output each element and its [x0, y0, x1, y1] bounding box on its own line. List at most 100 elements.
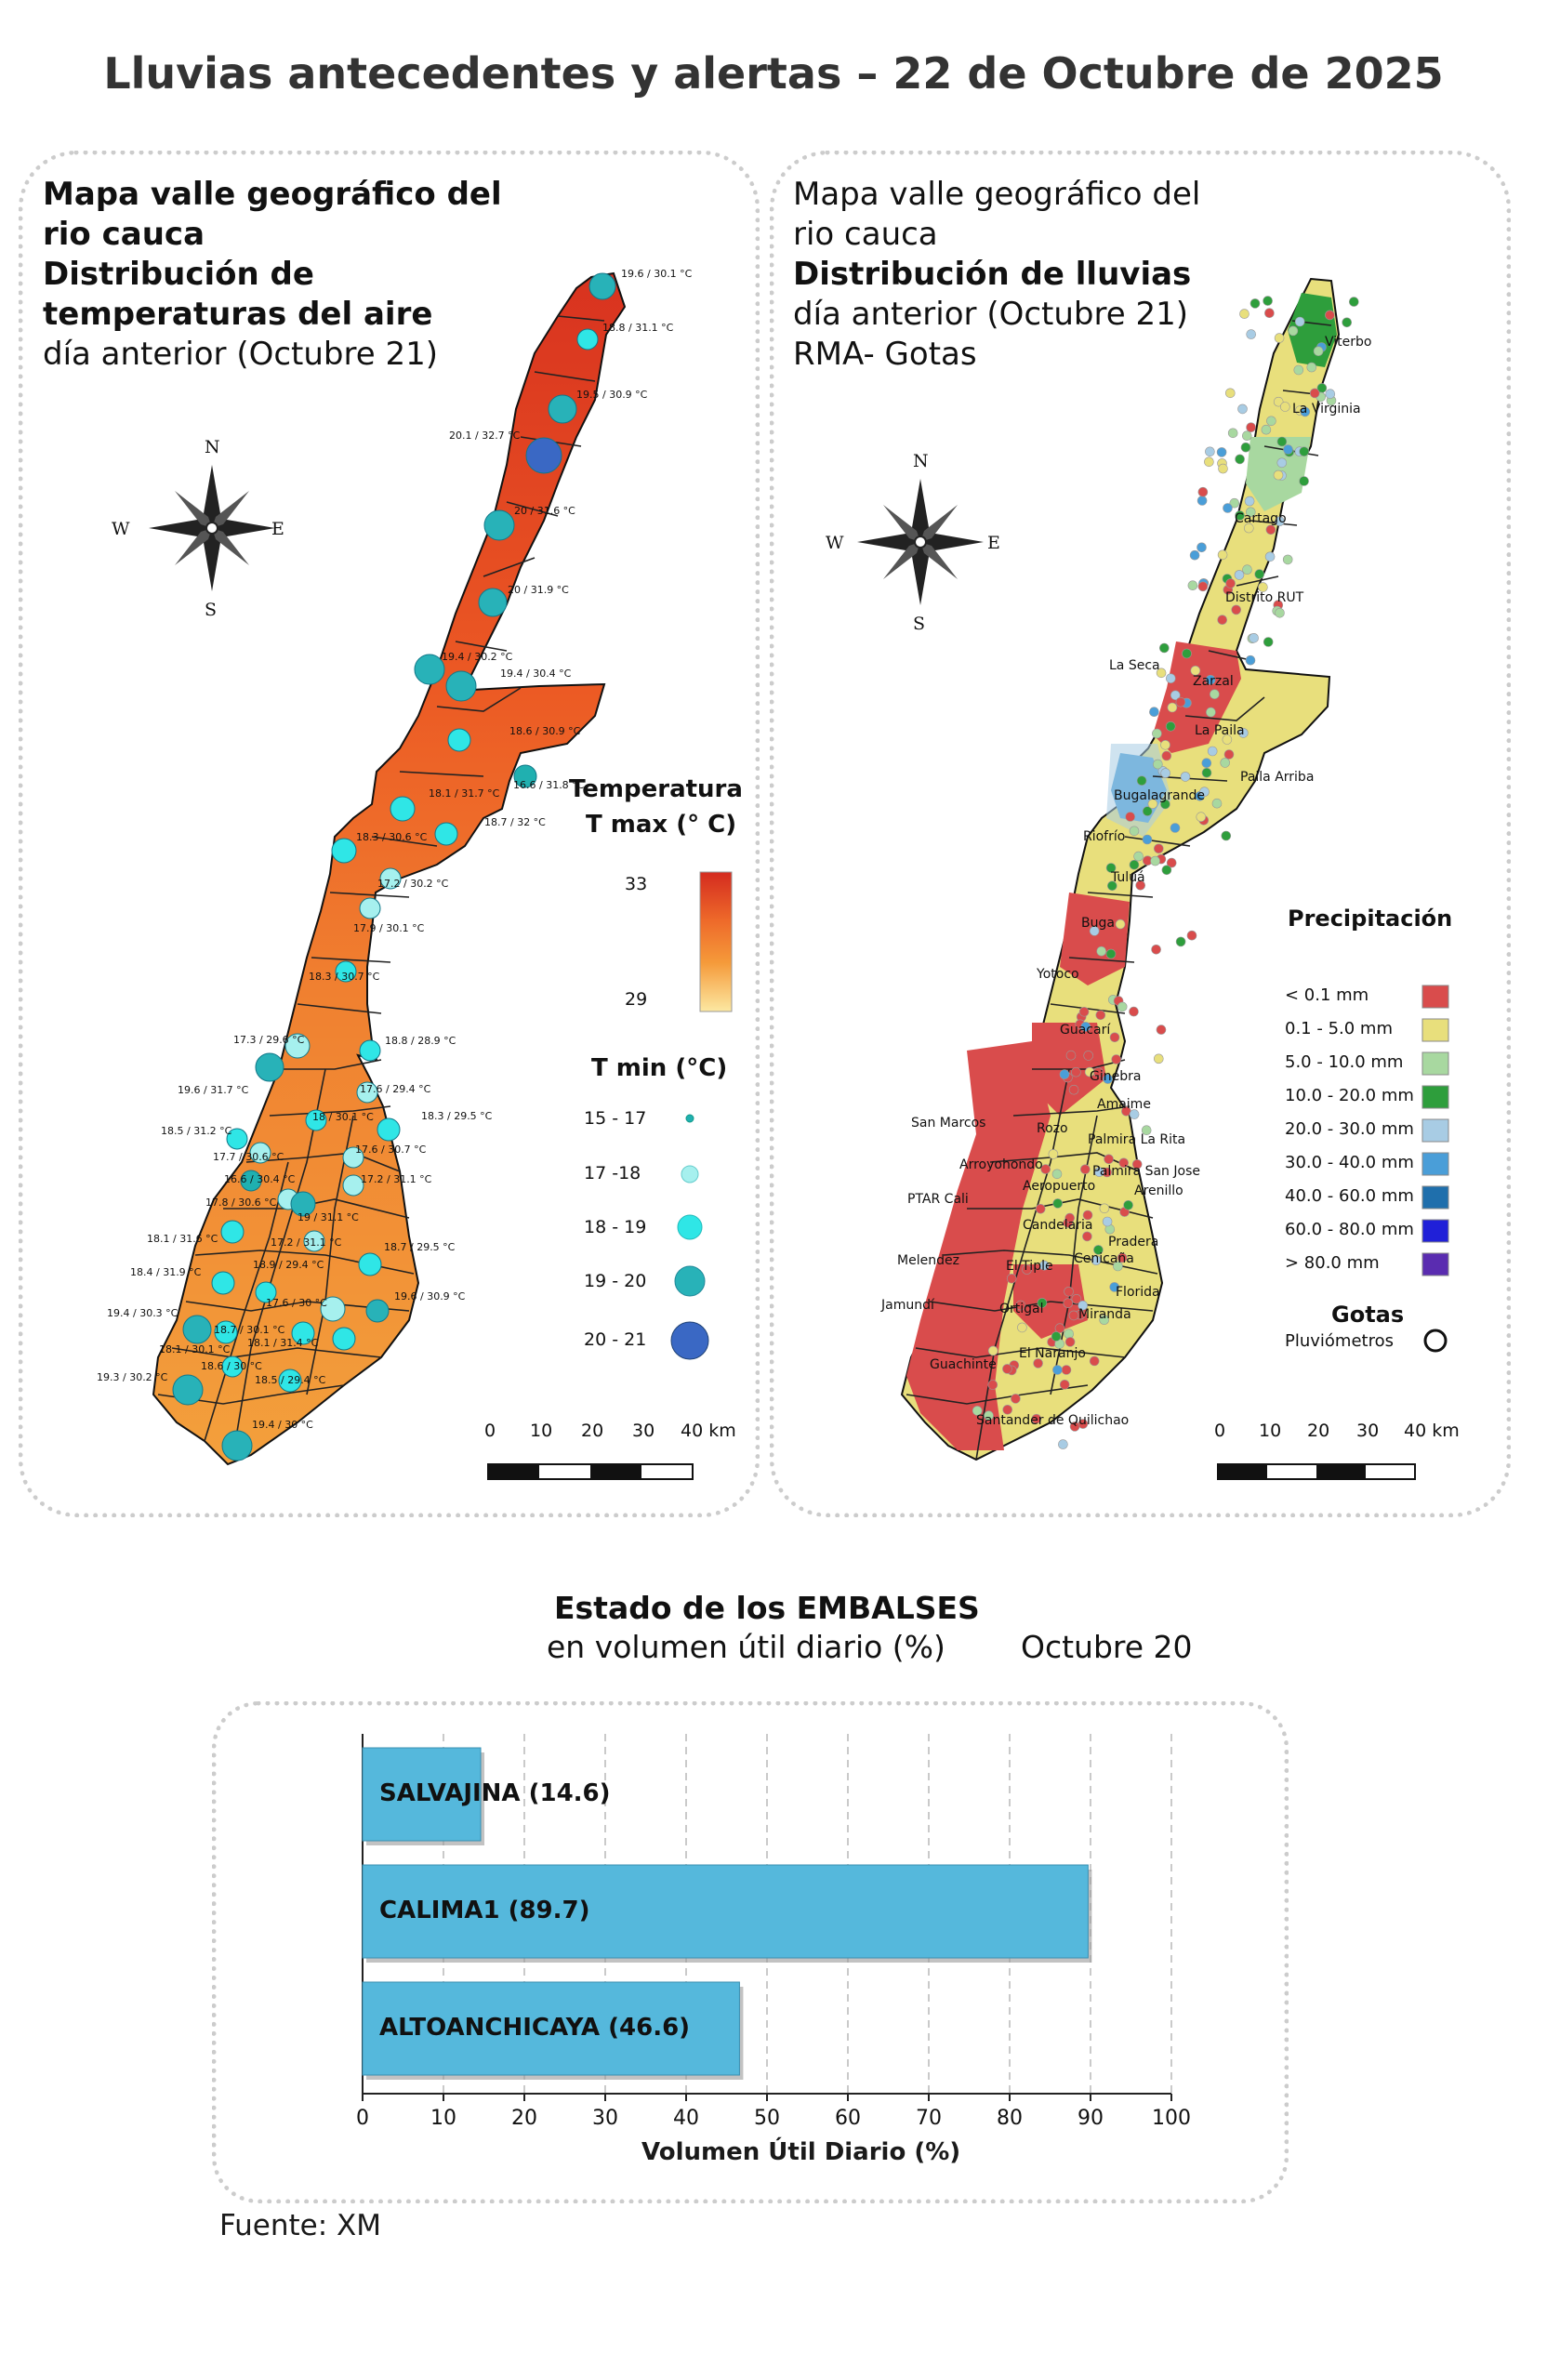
- rain-class-label: 5.0 - 10.0 mm: [1285, 1052, 1404, 1072]
- rain-class-label: 10.0 - 20.0 mm: [1285, 1086, 1414, 1105]
- temp-station-label: 19.3 / 30.2 °C: [97, 1371, 168, 1383]
- temp-station-label: 18.4 / 31.9 °C: [130, 1266, 202, 1278]
- rain-class-label: 30.0 - 40.0 mm: [1285, 1153, 1414, 1172]
- rain-town-label: Yotoco: [1037, 967, 1079, 982]
- x-tick-label: 20: [511, 2107, 537, 2130]
- temp-scale-tick-30: 30: [632, 1421, 655, 1441]
- rain-compass-s: S: [913, 614, 926, 634]
- temp-compass-n: N: [205, 437, 220, 457]
- temp-station-label: 17.6 / 29.4 °C: [360, 1083, 431, 1095]
- temp-station-label: 18.5 / 31.2 °C: [161, 1125, 232, 1137]
- rain-town-label: Aeropuerto: [1023, 1179, 1096, 1194]
- source-note: Fuente: XM: [219, 2209, 382, 2242]
- temp-compass-s: S: [205, 600, 218, 620]
- temp-station-label: 18.3 / 30.7 °C: [309, 971, 380, 983]
- rain-compass-n: N: [913, 451, 929, 471]
- rain-town-label: El Naranjo: [1019, 1346, 1086, 1361]
- temp-compass-w: W: [112, 519, 130, 539]
- temp-station-label: 19 / 31.1 °C: [298, 1211, 359, 1223]
- temp-station-label: 20 / 31.6 °C: [514, 505, 575, 517]
- rain-town-label: Ortigal: [999, 1302, 1044, 1316]
- rain-title-line-4: día anterior (Octubre 21): [793, 296, 1188, 333]
- rain-town-label: Arenillo: [1134, 1183, 1183, 1198]
- temp-station-label: 19.4 / 30 °C: [252, 1419, 313, 1431]
- x-tick-label: 0: [356, 2107, 369, 2130]
- temp-station-label: 18.1 / 31.4 °C: [247, 1337, 319, 1349]
- rain-town-label: Pradera: [1108, 1235, 1159, 1250]
- rain-legend-title: Precipitación: [1288, 906, 1453, 932]
- temp-title-line-2: rio cauca: [43, 216, 205, 253]
- temp-station-label: 19.4 / 30.4 °C: [500, 668, 572, 680]
- temp-station-label: 18.6 / 30 °C: [201, 1360, 262, 1372]
- temp-station-label: 19.6 / 31.7 °C: [178, 1084, 249, 1096]
- rain-town-label: Amaime: [1097, 1097, 1151, 1112]
- rain-map-title: Mapa valle geográfico del rio cauca Dist…: [793, 175, 1200, 375]
- rain-town-label: Florida: [1116, 1285, 1160, 1300]
- temp-station-label: 18.1 / 31.7 °C: [429, 787, 500, 800]
- rain-town-label: Zarzal: [1193, 674, 1234, 689]
- x-tick-label: 80: [997, 2107, 1023, 2130]
- temp-scale-tick-20: 20: [581, 1421, 604, 1441]
- reservoir-title: Estado de los EMBALSES: [554, 1590, 980, 1626]
- rain-scale-tick-10: 10: [1259, 1421, 1282, 1441]
- reservoir-bar-label: SALVAJINA (14.6): [379, 1779, 611, 1807]
- temp-station-label: 17.6 / 30 °C: [266, 1297, 327, 1309]
- reservoir-subtitle: en volumen útil diario (%): [547, 1629, 945, 1665]
- temp-station-label: 17.2 / 31.1 °C: [361, 1173, 432, 1185]
- rain-town-label: Distrito RUT: [1225, 590, 1304, 605]
- rain-town-label: El Tiple: [1006, 1259, 1053, 1274]
- temp-station-label: 18.7 / 32 °C: [484, 816, 546, 828]
- temp-legend-subtitle: T max (° C): [586, 811, 737, 839]
- tmin-legend-title: T min (°C): [591, 1054, 728, 1082]
- rain-town-label: Guachinte: [930, 1357, 997, 1372]
- rain-town-label: Tuluá: [1111, 870, 1145, 885]
- reservoir-chart-panel: [212, 1701, 1289, 2203]
- rain-class-label: < 0.1 mm: [1285, 985, 1369, 1005]
- gotas-legend-item: Pluviómetros: [1285, 1331, 1394, 1351]
- temp-station-label: 19.6 / 30.1 °C: [621, 268, 693, 280]
- rain-scale-tick-0: 0: [1214, 1421, 1226, 1441]
- temp-station-label: 18.9 / 29.4 °C: [253, 1259, 324, 1271]
- temp-station-label: 18.8 / 28.9 °C: [385, 1035, 456, 1047]
- rain-class-label: 60.0 - 80.0 mm: [1285, 1220, 1414, 1239]
- rain-class-label: 40.0 - 60.0 mm: [1285, 1186, 1414, 1206]
- temp-station-label: 18.3 / 29.5 °C: [421, 1110, 493, 1122]
- temp-legend-title: Temperatura: [569, 775, 743, 803]
- rain-town-label: Cenicaña: [1074, 1251, 1134, 1266]
- page-title: Lluvias antecedentes y alertas – 22 de O…: [103, 48, 1444, 99]
- rain-town-label: Riofrío: [1083, 829, 1126, 844]
- rain-town-label: PTAR Cali: [907, 1192, 969, 1207]
- temp-station-label: 16.6 / 30.4 °C: [224, 1173, 296, 1185]
- temp-scale-tick-10: 10: [530, 1421, 553, 1441]
- rain-town-label: Buga: [1081, 916, 1115, 931]
- temperature-map-title: Mapa valle geográfico del rio cauca Dist…: [43, 175, 502, 375]
- temp-station-label: 17.2 / 31.1 °C: [271, 1236, 342, 1249]
- temp-station-label: 18.8 / 31.1 °C: [602, 322, 674, 334]
- x-tick-label: 90: [1078, 2107, 1104, 2130]
- rain-town-label: La Seca: [1109, 658, 1160, 673]
- temp-station-label: 18.7 / 29.5 °C: [384, 1241, 456, 1253]
- temperature-map-panel: [19, 151, 760, 1517]
- temp-station-label: 18.1 / 31.6 °C: [147, 1233, 218, 1245]
- rain-title-line-1: Mapa valle geográfico del: [793, 176, 1201, 213]
- rain-town-label: Bugalagrande: [1114, 788, 1206, 803]
- temp-scale-tick-40: 40 km: [681, 1421, 736, 1441]
- temp-station-label: 19.4 / 30.2 °C: [442, 651, 513, 663]
- reservoir-x-axis-label: Volumen Útil Diario (%): [641, 2138, 961, 2166]
- rain-town-label: San Marcos: [911, 1116, 986, 1130]
- tmin-class-4: 19 - 20: [584, 1271, 647, 1291]
- rain-compass-w: W: [826, 533, 844, 553]
- temp-station-label: 19.5 / 30.9 °C: [576, 389, 648, 401]
- rain-town-label: Miranda: [1078, 1307, 1131, 1322]
- temp-legend-min: 29: [625, 989, 648, 1010]
- rain-scale-tick-40: 40 km: [1404, 1421, 1460, 1441]
- temp-station-label: 18.1 / 30.1 °C: [159, 1343, 231, 1355]
- rain-town-label: Guacarí: [1060, 1023, 1111, 1038]
- rain-title-line-2: rio cauca: [793, 216, 938, 253]
- rain-scale-tick-30: 30: [1356, 1421, 1380, 1441]
- rain-town-label: Rozo: [1037, 1121, 1068, 1136]
- temp-station-label: 16.6 / 31.8 °C: [513, 779, 585, 791]
- rain-town-label: Viterbo: [1325, 335, 1372, 350]
- x-tick-label: 40: [673, 2107, 699, 2130]
- temp-title-line-5: día anterior (Octubre 21): [43, 336, 438, 373]
